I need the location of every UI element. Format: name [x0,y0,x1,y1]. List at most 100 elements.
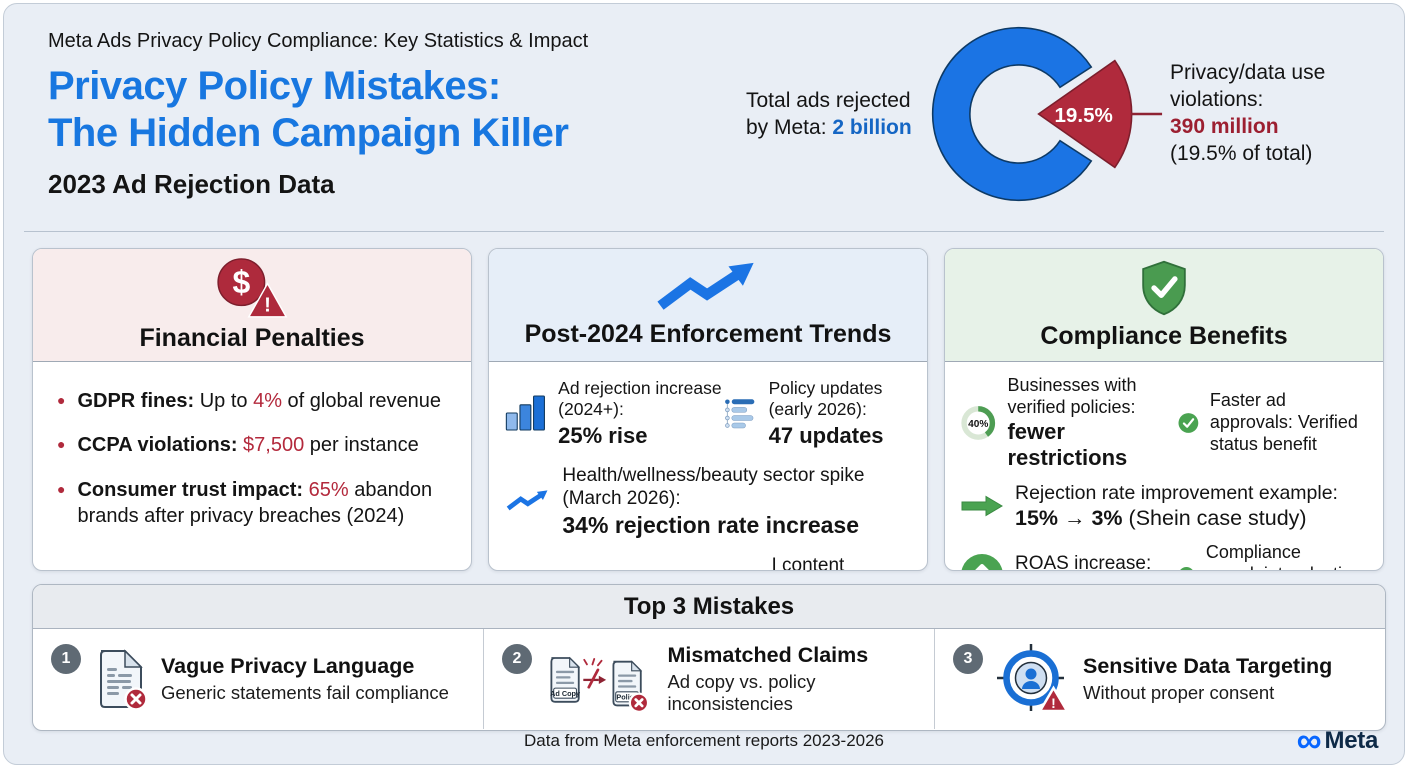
card-financial-header: $ ! Financial Penalties [33,249,471,362]
meta-infinity-icon: ∞ [1296,721,1322,760]
donut-blue-slice [931,26,1093,202]
benefits-row-3: ROAS increase: 28% (Shein) Compliance co… [960,541,1371,571]
svg-text:!: ! [1051,695,1056,711]
shield-check-icon [1142,260,1186,316]
stat-text: Health/wellness/beauty sector spike (Mar… [562,464,865,539]
header-divider [24,231,1384,232]
list-item: ● GDPR fines: Up to 4% of global revenue [57,388,447,414]
svg-text:!: ! [264,294,271,316]
meta-brand-logo: ∞ Meta [1296,721,1379,760]
infographic-canvas: Meta Ads Privacy Policy Compliance: Key … [3,3,1405,765]
card-enforcement-trends: Post-2024 Enforcement Trends Ad rejectio… [488,248,928,571]
donut-chart: 19.5% [931,26,1163,202]
callout-note: (19.5% of total) [1170,141,1313,165]
number-badge: 1 [51,644,81,674]
policy-list-icon [724,399,754,429]
mistake-text: Mismatched Claims Ad copy vs. policy inc… [667,643,869,714]
total-line2-prefix: by Meta: [746,116,833,139]
card-trends-body: Ad rejection increase (2024+): 25% rise [489,362,927,571]
number-badge: 3 [953,644,983,674]
list-item: ● CCPA violations: $7,500 per instance [57,432,447,458]
benefit-text: Compliance complaint reduction: 41% (MyF… [1205,541,1367,570]
stat-text: Ad rejection increase (2024+): 25% rise [558,378,722,448]
broken-arrow-glyph [583,658,607,689]
mistake-text: Vague Privacy Language Generic statement… [161,654,449,703]
rejection-donut-chart-group: Total ads rejected by Meta: 2 billion 19… [746,16,1325,212]
stat-ad-rejection-increase: Ad rejection increase (2024+): 25% rise [505,378,723,449]
meta-wordmark: Meta [1324,727,1379,754]
list-item: ● Consumer trust impact: 65% abandon bra… [57,477,447,530]
callout-value: 390 million [1170,115,1279,138]
total-line1: Total ads rejected [746,88,911,112]
card-compliance-benefits: Compliance Benefits 40% Businesses with … [944,248,1384,571]
benefits-row-1: 40% Businesses with verified policies: f… [960,375,1371,471]
bullet-dot-icon: ● [57,436,66,453]
benefit-text: ROAS increase: 28% (Shein) [1015,552,1152,571]
total-value: 2 billion [832,116,912,139]
bullet-text: Consumer trust impact: 65% abandon brand… [77,478,433,528]
data-source-note: Data from Meta enforcement reports 2023-… [523,731,885,750]
trends-row-1: Ad rejection increase (2024+): 25% rise [505,378,915,449]
svg-text:$: $ [232,264,250,300]
benefit-verified-policies: 40% Businesses with verified policies: f… [960,375,1178,471]
benefit-text: Businesses with verified policies: fewer… [1007,375,1137,470]
check-circle-icon [1180,567,1193,570]
donut-callout-label: Privacy/data use violations: 390 million… [1170,60,1325,168]
stat-cards-row: $ ! Financial Penalties ● GDPR fines: Up… [32,248,1384,571]
benefit-roas-increase: ROAS increase: 28% (Shein) [960,542,1178,571]
stat-ai-rejections: AI I content violations: 14% of rejectio… [723,554,915,571]
number-badge: 2 [502,644,532,674]
benefit-rejection-improvement: Rejection rate improvement example: 15% … [960,482,1371,531]
callout-line1: Privacy/data use [1170,61,1326,85]
card-financial-title: Financial Penalties [139,324,365,352]
benefit-text: Faster ad approvals: Verified status ben… [1209,390,1358,454]
header: Meta Ads Privacy Policy Compliance: Key … [48,30,588,200]
stat-health-sector-spike: Health/wellness/beauty sector spike (Mar… [505,464,915,539]
bar-chart-icon [505,395,545,431]
bullet-dot-icon: ● [57,392,66,408]
card-financial-penalties: $ ! Financial Penalties ● GDPR fines: Up… [32,248,472,571]
page-title: Privacy Policy Mistakes: The Hidden Camp… [48,63,588,157]
stat-text: I content violations: 14% of rejections [771,555,845,571]
svg-text:Policy: Policy [616,693,638,702]
card-trends-header: Post-2024 Enforcement Trends [489,249,927,362]
ring-40-percent-icon: 40% [961,406,996,440]
svg-text:40%: 40% [968,419,988,430]
bullet-text: GDPR fines: Up to 4% of global revenue [77,390,441,412]
document-rejected-icon [100,649,148,710]
top-3-mistakes-panel: Top 3 Mistakes 1 Vague P [32,584,1386,731]
donut-left-label: Total ads rejected by Meta: 2 billion [746,87,916,142]
card-benefits-body: 40% Businesses with verified policies: f… [945,362,1383,571]
benefit-complaint-reduction: Compliance complaint reduction: 41% (MyF… [1178,541,1371,570]
trend-up-small-icon [506,490,548,511]
benefit-text: Rejection rate improvement example: 15% … [1015,481,1338,530]
donut-slice-label: 19.5% [1054,104,1112,127]
mistake-sensitive-targeting: 3 ! Sensitive [934,629,1385,729]
benefit-faster-approvals: Faster ad approvals: Verified status ben… [1178,375,1371,471]
bullet-dot-icon: ● [57,480,66,497]
header-kicker: Meta Ads Privacy Policy Compliance: Key … [48,30,589,52]
card-benefits-header: Compliance Benefits [945,249,1383,362]
trend-up-icon [657,262,754,310]
mismatched-documents-icon: Ad Copy [550,656,650,712]
header-subtitle: 2023 Ad Rejection Data [48,168,335,199]
dollar-warning-icon: $ ! [217,258,288,318]
mistake-vague-privacy: 1 Vague Privacy Language Generic st [33,629,483,729]
card-benefits-title: Compliance Benefits [1040,322,1288,350]
mistake-text: Sensitive Data Targeting Without proper … [1083,654,1333,703]
mistake-mismatched-claims: 2 Ad Copy [483,629,934,729]
mistakes-body: 1 Vague Privacy Language Generic st [33,629,1385,729]
check-circle-icon [1178,413,1199,433]
page-title-line2: The Hidden Campaign Killer [48,110,569,155]
arrow-up-circle-icon [961,554,1003,570]
callout-line2: violations: [1170,88,1264,112]
page-title-line1: Privacy Policy Mistakes: [48,64,501,108]
benefit-value-line: 15% → 3% (Shein case study) [1015,505,1307,530]
stat-policy-updates: Policy updates (early 2026): 47 updates [723,378,915,449]
card-trends-title: Post-2024 Enforcement Trends [524,320,892,348]
bullet-text: CCPA violations: $7,500 per instance [77,434,419,457]
card-financial-body: ● GDPR fines: Up to 4% of global revenue… [33,362,471,548]
target-person-warning-icon: ! [997,644,1070,713]
stat-ai-content-violations: AI-generated content violations: [505,554,723,570]
stat-text: Policy updates (early 2026): 47 updates [768,378,884,448]
